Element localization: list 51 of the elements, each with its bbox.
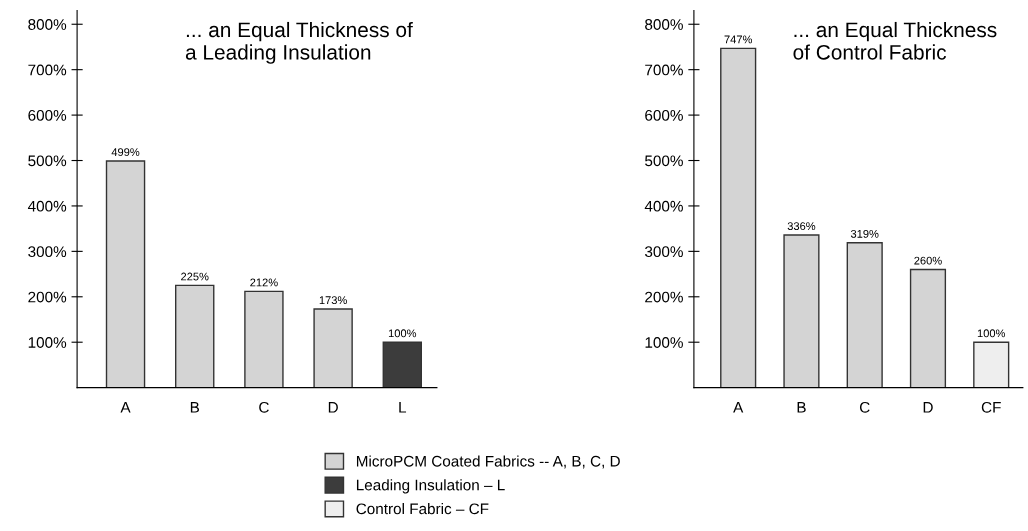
x-tick-label: D — [923, 402, 933, 413]
y-tick-label: 600% — [28, 109, 67, 121]
bar — [244, 290, 284, 388]
y-tick-label: 700% — [28, 64, 67, 76]
x-tick-label: D — [328, 402, 338, 413]
bar — [846, 242, 883, 388]
x-tick-label: B — [190, 402, 200, 413]
x-tick-label: A — [120, 402, 131, 413]
x-tick-label: CF — [981, 401, 1001, 413]
data-label: 100% — [388, 329, 417, 338]
y-tick-label: 400% — [644, 200, 683, 212]
legend-label: MicroPCM Coated Fabrics -- A, B, C, D — [356, 455, 620, 469]
y-tick-label: 500% — [645, 155, 683, 167]
bar — [783, 234, 820, 388]
y-tick-label: 400% — [27, 200, 67, 212]
bar — [313, 308, 353, 388]
bar — [105, 160, 146, 388]
data-label: 747% — [724, 35, 752, 44]
data-label: 260% — [914, 256, 942, 265]
data-label: 173% — [319, 296, 347, 305]
x-tick-label: C — [259, 401, 269, 413]
bar — [909, 268, 947, 388]
y-tick-label: 200% — [645, 291, 683, 303]
bar — [175, 284, 215, 388]
bar — [382, 341, 423, 388]
y-tick-label: 200% — [28, 291, 67, 303]
y-tick-label: 500% — [28, 155, 67, 167]
y-tick-label: 800% — [28, 19, 67, 30]
x-tick-label: C — [859, 401, 870, 413]
y-tick-label: 100% — [645, 337, 683, 348]
data-label: 319% — [850, 229, 879, 238]
data-label: 225% — [181, 272, 209, 281]
bar — [720, 47, 757, 388]
x-tick-label: B — [797, 402, 806, 413]
data-label: 499% — [111, 148, 140, 156]
bar — [973, 341, 1010, 388]
legend-label: Control Fabric – CF — [356, 503, 489, 515]
y-tick-label: 300% — [28, 246, 67, 258]
legend-label: Leading Insulation – L — [356, 479, 505, 494]
data-label: 212% — [250, 278, 278, 287]
y-tick-label: 800% — [645, 19, 683, 30]
y-tick-label: 100% — [28, 337, 67, 348]
text: ... an Equal Thickness of a Leading Insulation — [185, 21, 413, 64]
data-label: 336% — [787, 222, 816, 231]
x-tick-label: L — [399, 402, 407, 413]
y-tick-label: 600% — [645, 109, 683, 121]
y-tick-label: 700% — [645, 64, 683, 76]
y-tick-label: 300% — [644, 246, 683, 258]
x-tick-label: A — [733, 402, 744, 413]
data-label: 100% — [977, 329, 1006, 338]
text: ... an Equal Thickness of Control Fabric — [793, 21, 997, 60]
